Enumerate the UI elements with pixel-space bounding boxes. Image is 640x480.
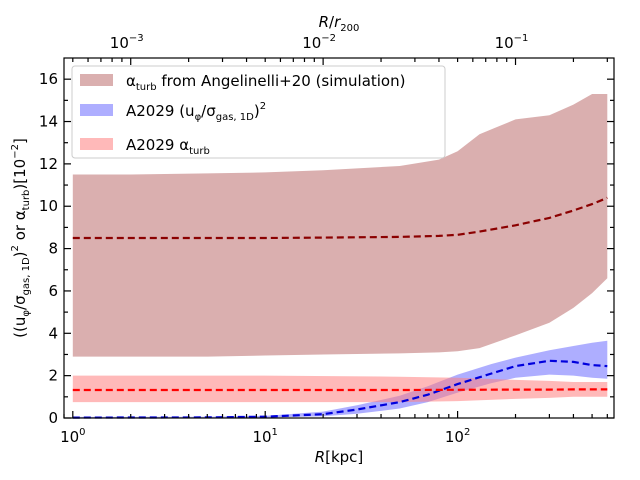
top-tick-label: 10−1 <box>495 33 529 52</box>
legend: αturb from Angelinelli+20 (simulation) A… <box>71 65 446 159</box>
legend-box <box>71 65 446 159</box>
median-lines <box>72 196 608 419</box>
legend-swatch-simulation <box>80 74 113 86</box>
y-tick-label: 16 <box>39 70 58 88</box>
band-series-0 <box>72 94 608 357</box>
y-tick-label: 14 <box>39 113 58 131</box>
data-bands <box>72 94 608 418</box>
median-line-series-1 <box>72 359 608 419</box>
band-series-1 <box>72 340 608 418</box>
x-tick-label: 100 <box>60 427 85 446</box>
top-tick-label: 10−2 <box>302 33 336 52</box>
legend-swatch-a2029-alpha <box>80 138 113 150</box>
top-axis-title: R/r200 <box>319 13 360 34</box>
y-tick-label: 10 <box>39 197 58 215</box>
y-tick-label: 2 <box>48 367 58 385</box>
y-axis-title: ((uφ/σgas, 1D)2 or αturb)[10−2] <box>10 138 32 338</box>
x-tick-label: 101 <box>252 427 277 446</box>
legend-label-a2029-rotation: A2029 (uφ/σgas, 1D)2 <box>126 101 266 123</box>
median-line-series-0 <box>72 196 608 240</box>
svg-text:((uφ/σgas, 1D)2 or αturb)[10−2: ((uφ/σgas, 1D)2 or αturb)[10−2] <box>10 138 32 338</box>
band-series-2 <box>72 375 608 403</box>
plot-frame <box>63 57 615 419</box>
axis-ticks: 0 2 4 6 8 10 12 14 16 100 101 102 10−3 10−2 10−1 <box>39 33 614 446</box>
y-tick-label: 0 <box>48 409 58 427</box>
legend-swatch-a2029-rotation <box>80 104 113 116</box>
y-tick-label: 6 <box>48 282 58 300</box>
y-tick-label: 4 <box>48 324 58 342</box>
y-tick-label: 12 <box>39 155 58 173</box>
legend-label-a2029-alpha: A2029 αturb <box>126 136 210 157</box>
x-tick-label: 102 <box>445 427 470 446</box>
top-tick-label: 10−3 <box>110 33 144 52</box>
legend-label-simulation: αturb from Angelinelli+20 (simulation) <box>126 72 405 93</box>
y-tick-label: 8 <box>48 240 58 258</box>
median-line-series-2 <box>72 388 608 392</box>
x-axis-title: R[kpc] <box>315 448 364 466</box>
